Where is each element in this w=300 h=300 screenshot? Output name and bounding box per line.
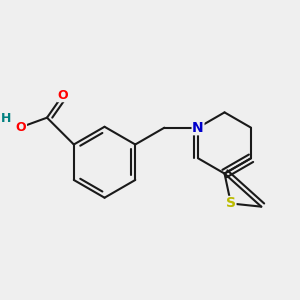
Text: N: N — [192, 121, 204, 135]
Text: O: O — [58, 88, 68, 102]
Text: O: O — [16, 121, 26, 134]
Text: S: S — [226, 196, 236, 211]
Text: H: H — [1, 112, 11, 125]
